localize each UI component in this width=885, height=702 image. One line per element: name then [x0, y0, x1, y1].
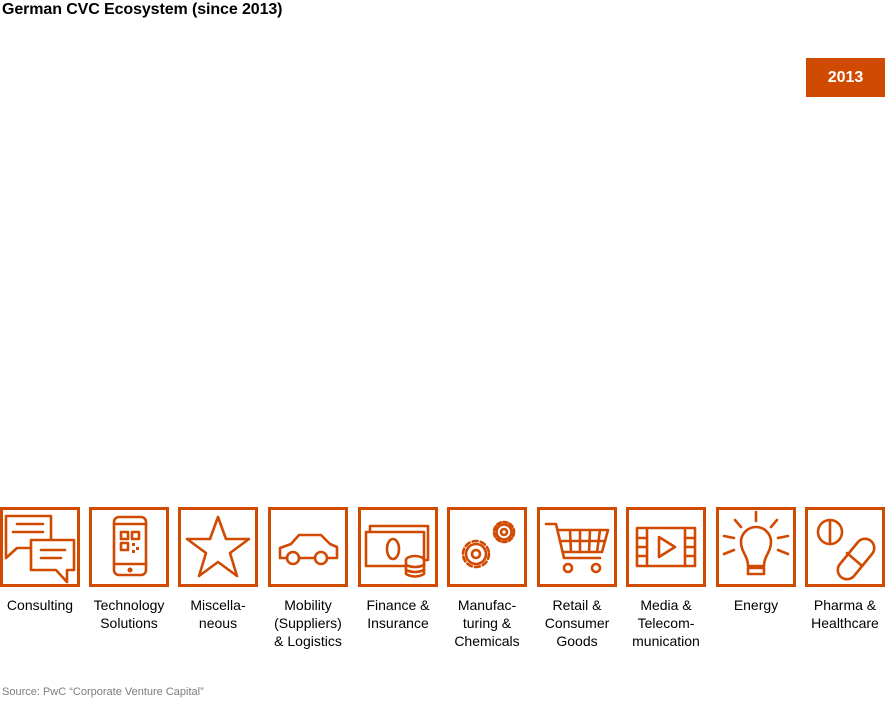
category-tile[interactable] [805, 507, 885, 587]
page-title: German CVC Ecosystem (since 2013) [2, 1, 283, 18]
year-badge[interactable]: 2013 [806, 58, 885, 97]
category-tile[interactable] [447, 507, 527, 587]
category-tile[interactable] [358, 507, 438, 587]
category-label: Media & Telecom- munication [632, 597, 700, 649]
smartphone-qr-icon [112, 515, 148, 577]
category-tile[interactable] [626, 507, 706, 587]
category-pharma[interactable]: Pharma & Healthcare [805, 507, 885, 632]
category-label: Technology Solutions [93, 597, 165, 631]
category-label: Pharma & Healthcare [811, 597, 879, 631]
category-manufacturing[interactable]: Manufac- turing & Chemicals [447, 507, 527, 650]
category-tile[interactable] [268, 507, 348, 587]
category-energy[interactable]: Energy [716, 507, 796, 614]
category-technology-solutions[interactable]: Technology Solutions [89, 507, 169, 632]
star-icon [185, 515, 251, 578]
source-note: Source: PwC “Corporate Venture Capital” [2, 686, 204, 698]
category-label: Energy [733, 597, 779, 613]
category-label: Consulting [6, 597, 74, 613]
banknote-coins-icon [364, 524, 430, 578]
video-player-icon [635, 526, 697, 568]
category-label: Mobility (Suppliers) & Logistics [274, 597, 342, 649]
category-tile[interactable] [178, 507, 258, 587]
category-mobility[interactable]: Mobility (Suppliers) & Logistics [268, 507, 348, 650]
category-tile[interactable] [0, 507, 80, 587]
category-label: Retail & Consumer Goods [544, 597, 610, 649]
category-label: Miscella- neous [190, 597, 246, 631]
gears-icon [461, 520, 516, 569]
light-bulb-icon [722, 510, 790, 576]
category-consulting[interactable]: Consulting [0, 507, 80, 614]
category-tile[interactable] [89, 507, 169, 587]
category-label: Finance & Insurance [366, 597, 430, 631]
category-retail[interactable]: Retail & Consumer Goods [537, 507, 617, 650]
category-tile[interactable] [537, 507, 617, 587]
category-tile[interactable] [716, 507, 796, 587]
speech-bubbles-icon [4, 514, 76, 584]
category-label: Manufac- turing & Chemicals [454, 597, 520, 649]
shopping-cart-icon [544, 522, 610, 574]
category-miscellaneous[interactable]: Miscella- neous [178, 507, 258, 632]
pills-icon [816, 518, 876, 581]
category-media-telecom[interactable]: Media & Telecom- munication [626, 507, 706, 650]
car-icon [278, 533, 339, 566]
category-finance-insurance[interactable]: Finance & Insurance [358, 507, 438, 632]
